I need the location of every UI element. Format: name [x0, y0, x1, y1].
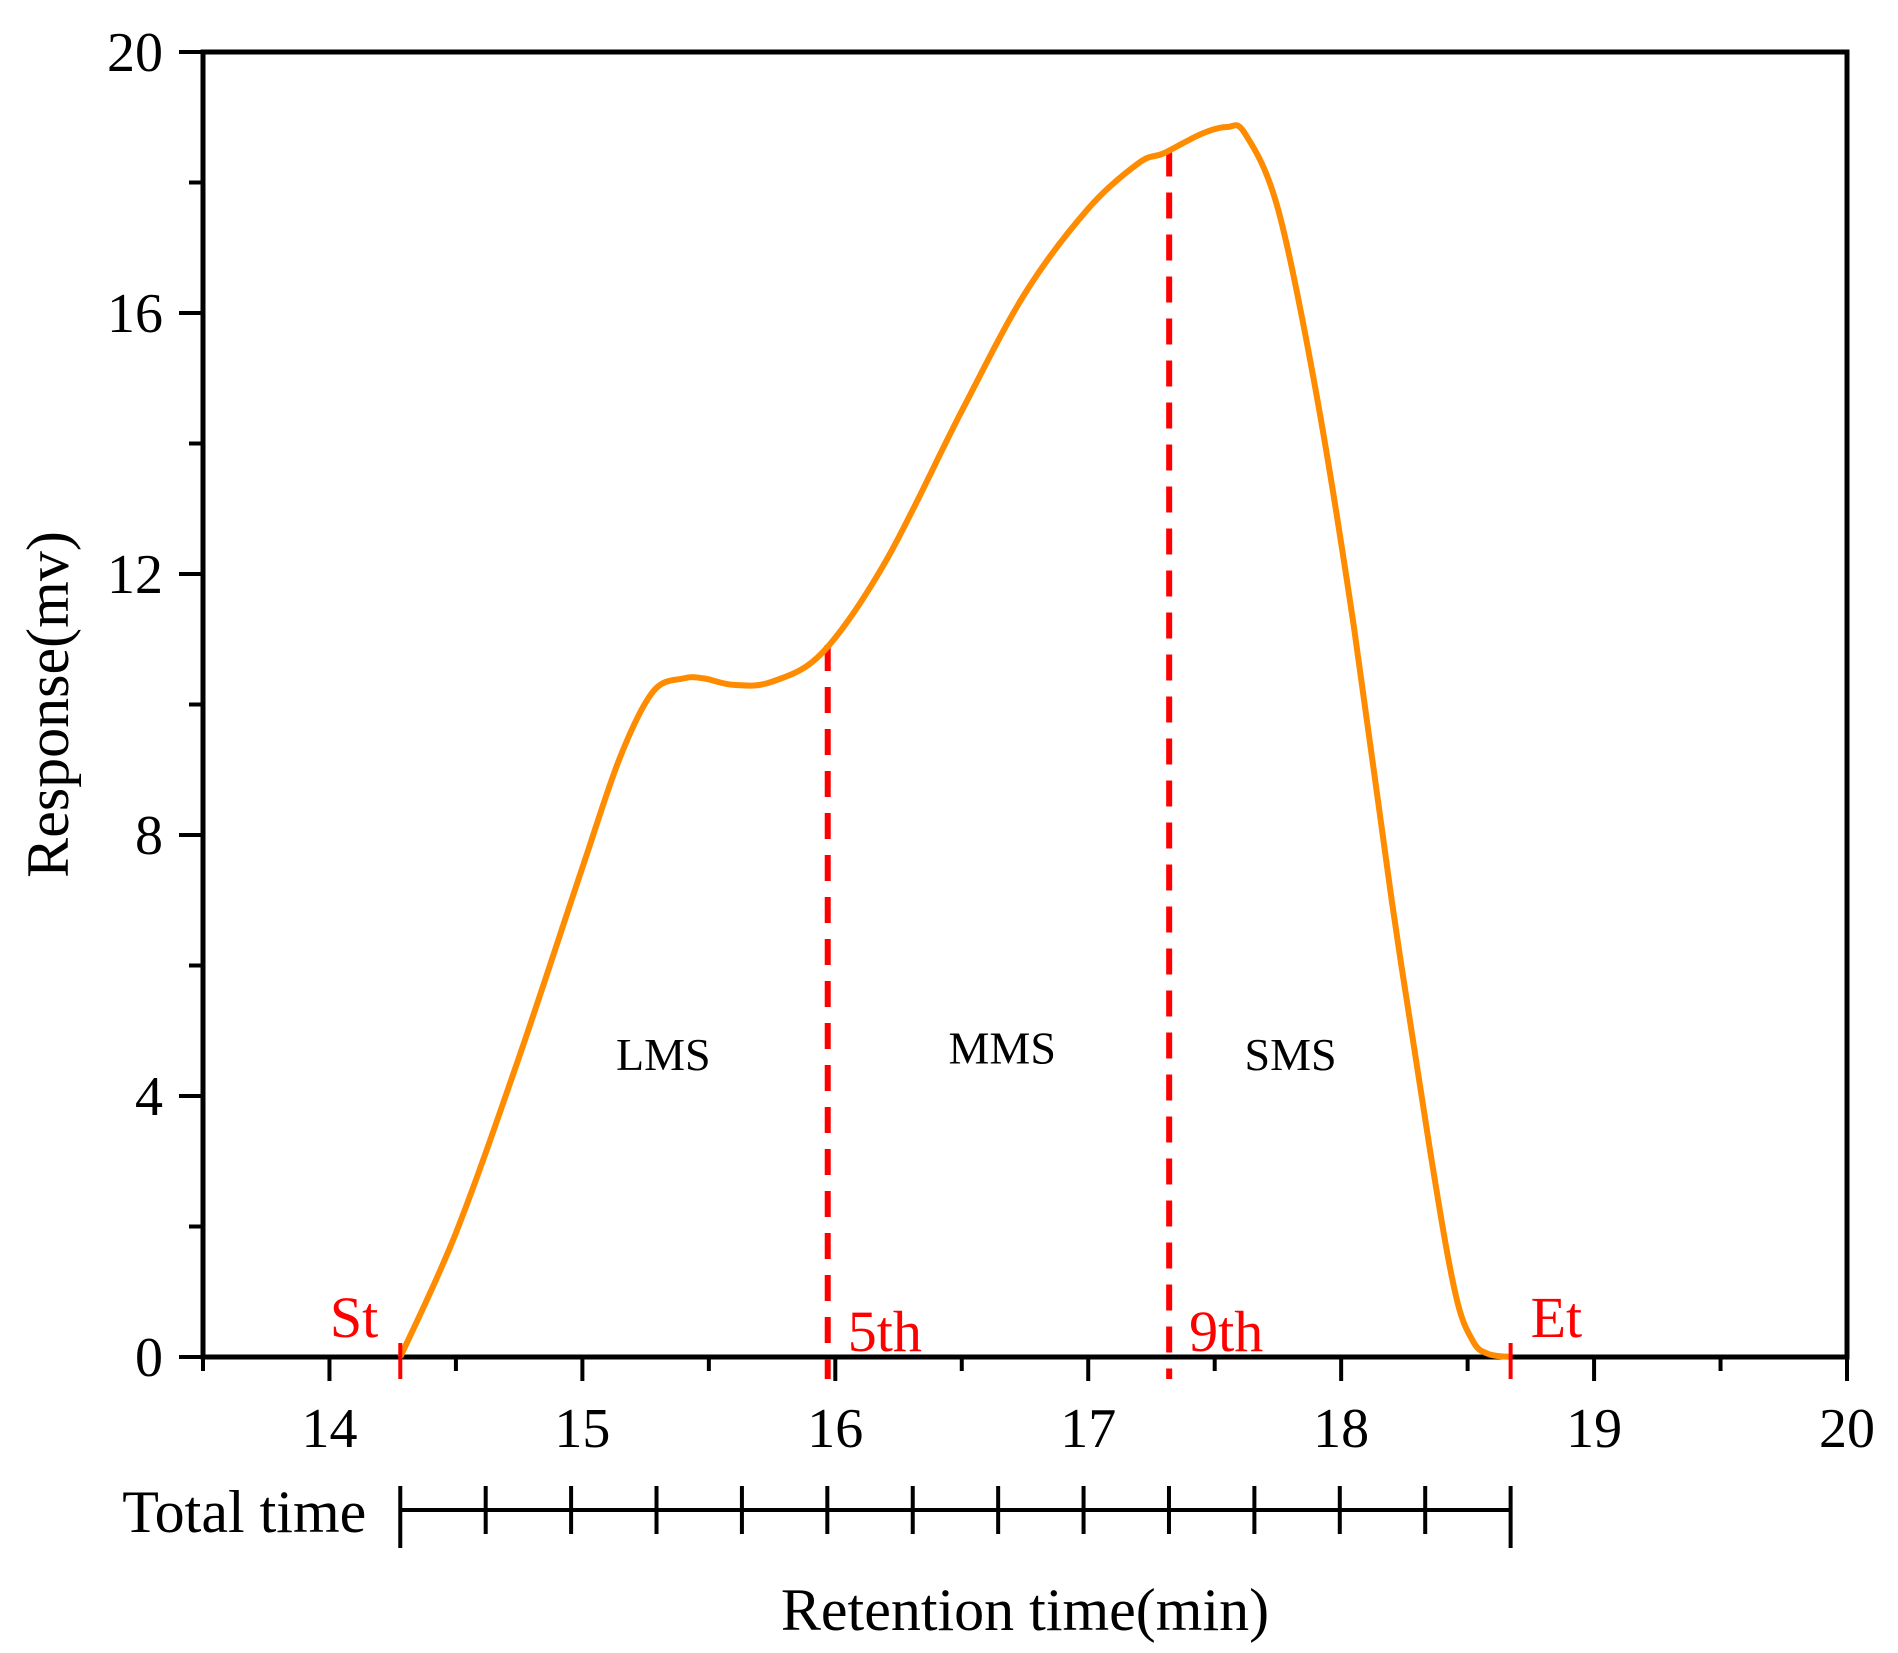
- y-tick-label: 16: [107, 283, 163, 345]
- axes: 14 15 16 17 18 19 20 0 4 8 12 16 20 Retention time(mi…: [15, 22, 1875, 1643]
- x-tick-label: 16: [807, 1398, 863, 1460]
- total-time-scale: Total time: [122, 1479, 1513, 1548]
- region-label-SMS: SMS: [1245, 1029, 1337, 1080]
- marker-label-9th: 9th: [1189, 1299, 1263, 1364]
- marker-lines: [824, 150, 1173, 1379]
- x-tick-label: 18: [1313, 1398, 1369, 1460]
- x-tick-label: 19: [1566, 1398, 1622, 1460]
- total-time-label: Total time: [122, 1479, 366, 1545]
- y-tick-label: 12: [107, 544, 163, 606]
- series-line: [397, 122, 1511, 1360]
- x-tick-label: 15: [554, 1398, 610, 1460]
- chart-labels: St 5th 9th Et LMS MMS SMS: [330, 1022, 1582, 1379]
- y-axis-title: Response(mv): [15, 531, 81, 878]
- y-tick-label: 20: [107, 22, 163, 84]
- y-tick-label: 8: [135, 805, 163, 867]
- series: [397, 122, 1511, 1360]
- x-tick-label: 17: [1060, 1398, 1116, 1460]
- y-tick-label: 0: [135, 1327, 163, 1389]
- x-axis-title: Retention time(min): [781, 1577, 1269, 1643]
- region-label-MMS: MMS: [949, 1022, 1056, 1073]
- marker-label-Et: Et: [1531, 1285, 1583, 1350]
- x-tick-label: 14: [301, 1398, 357, 1460]
- y-tick-label: 4: [135, 1066, 163, 1128]
- plot-frame: [200, 49, 1850, 1360]
- marker-label-5th: 5th: [848, 1299, 922, 1364]
- x-tick-label: 20: [1819, 1398, 1875, 1460]
- region-label-LMS: LMS: [616, 1029, 711, 1080]
- marker-label-St: St: [330, 1285, 378, 1350]
